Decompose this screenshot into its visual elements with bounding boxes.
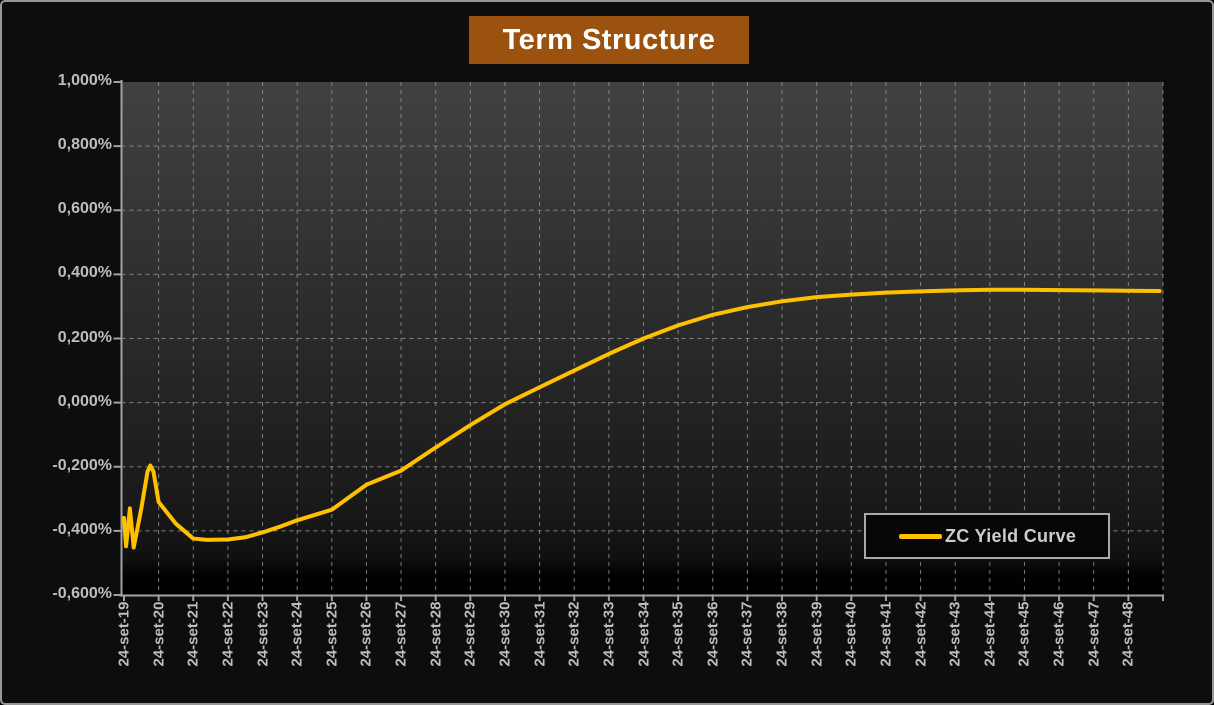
x-axis-label: 24-set-32 [565,601,583,667]
x-axis-label: 24-set-41 [877,601,895,667]
x-axis-label: 24-set-33 [600,601,618,667]
x-axis-label: 24-set-37 [738,601,756,667]
x-axis-label: 24-set-29 [461,601,479,667]
y-axis-label: 0,800% [57,136,112,154]
x-axis-label: 24-set-22 [219,601,237,667]
x-axis-label: 24-set-40 [842,601,860,667]
x-axis-label: 24-set-42 [912,601,930,667]
x-axis-label: 24-set-45 [1015,601,1033,667]
x-axis-label: 24-set-19 [115,601,133,667]
legend-line-sample [899,533,942,539]
x-axis-label: 24-set-34 [635,601,652,667]
x-axis-label: 24-set-39 [808,601,826,667]
x-axis-label: 24-set-48 [1119,601,1137,667]
x-axis-label: 24-set-35 [669,601,687,667]
x-axis-label: 24-set-27 [392,601,410,667]
x-axis-label: 24-set-30 [496,601,514,667]
x-axis-label: 24-set-28 [427,601,445,667]
x-axis-label: 24-set-36 [704,601,722,667]
x-axis-label: 24-set-47 [1085,601,1103,667]
y-axis-label: -0,600% [52,585,112,602]
chart-title: Term Structure [469,16,749,64]
x-axis-label: 24-set-43 [946,601,964,667]
y-axis-label: 0,200% [57,328,112,346]
series-zc-yield-curve [122,287,1162,550]
x-axis-label: 24-set-23 [254,601,272,667]
y-axis-label: -0,200% [52,456,112,474]
x-axis-label: 24-set-25 [323,601,341,667]
y-axis-label: 0,000% [57,392,112,410]
x-axis-label: 24-set-26 [357,601,375,667]
y-axis-label: -0,400% [52,520,112,538]
y-axis-label: 1,000% [57,72,112,89]
legend: ZC Yield Curve [864,513,1110,559]
x-axis-label: 24-set-24 [288,601,306,667]
y-axis-label: 0,400% [57,264,112,282]
y-axis-label: 0,600% [57,200,112,218]
x-axis-label: 24-set-46 [1050,601,1068,667]
legend-label: ZC Yield Curve [945,525,1077,546]
x-axis-label: 24-set-44 [981,601,999,667]
x-axis-label: 24-set-21 [184,601,202,667]
x-axis-label: 24-set-20 [150,601,168,667]
x-axis-label: 24-set-38 [773,601,791,667]
x-axis-label: 24-set-31 [531,601,549,667]
